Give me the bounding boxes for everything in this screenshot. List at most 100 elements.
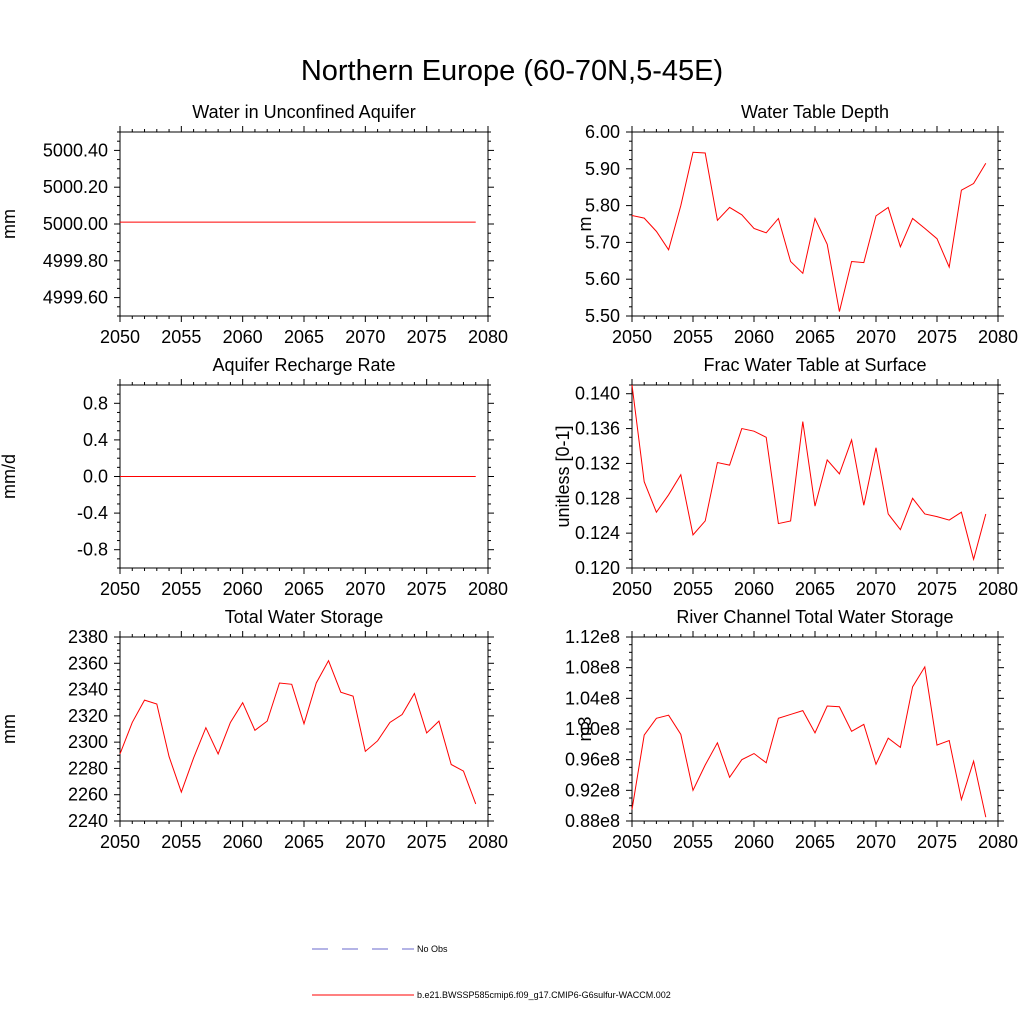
plot-frame bbox=[631, 384, 999, 569]
x-tick-label: 2055 bbox=[673, 579, 713, 599]
x-tick-label: 2065 bbox=[795, 832, 835, 852]
legend-model-label: b.e21.BWSSP585cmip6.f09_g17.CMIP6-G6sulf… bbox=[417, 990, 671, 1000]
x-tick-label: 2060 bbox=[223, 579, 263, 599]
x-tick-label: 2070 bbox=[345, 579, 385, 599]
x-tick-label: 2050 bbox=[612, 832, 652, 852]
y-tick-label: 0.92e8 bbox=[565, 780, 620, 800]
x-tick-label: 2060 bbox=[734, 327, 774, 347]
y-tick-label: 5.60 bbox=[585, 269, 620, 289]
panel-title: Water Table Depth bbox=[741, 102, 889, 122]
x-tick-label: 2050 bbox=[612, 327, 652, 347]
series-line bbox=[631, 384, 987, 562]
x-tick-label: 2070 bbox=[856, 579, 896, 599]
x-tick-label: 2065 bbox=[284, 832, 324, 852]
plot-frame bbox=[119, 131, 489, 317]
x-tick-label: 2050 bbox=[100, 832, 140, 852]
y-tick-label: 2300 bbox=[68, 732, 108, 752]
y-tick-label: 0.8 bbox=[83, 393, 108, 413]
x-tick-label: 2075 bbox=[407, 832, 447, 852]
y-tick-label: 2340 bbox=[68, 680, 108, 700]
x-tick-label: 2080 bbox=[978, 579, 1018, 599]
x-tick-label: 2075 bbox=[917, 327, 957, 347]
y-tick-label: 0.132 bbox=[575, 453, 620, 473]
y-tick-label: 2240 bbox=[68, 811, 108, 831]
legend: No Obs b.e21.BWSSP585cmip6.f09_g17.CMIP6-… bbox=[312, 944, 671, 1000]
y-tick-label: 5000.20 bbox=[43, 177, 108, 197]
plot-frame bbox=[119, 636, 489, 822]
y-axis-label: mm bbox=[0, 714, 19, 744]
y-tick-label: 0.96e8 bbox=[565, 750, 620, 770]
panel-title: Aquifer Recharge Rate bbox=[212, 355, 395, 375]
x-tick-label: 2075 bbox=[917, 579, 957, 599]
x-tick-label: 2080 bbox=[978, 832, 1018, 852]
y-tick-label: 0.124 bbox=[575, 523, 620, 543]
x-tick-label: 2050 bbox=[612, 579, 652, 599]
x-tick-label: 2060 bbox=[223, 327, 263, 347]
x-tick-label: 2075 bbox=[407, 327, 447, 347]
x-tick-label: 2065 bbox=[284, 327, 324, 347]
x-tick-label: 2050 bbox=[100, 327, 140, 347]
x-tick-label: 2070 bbox=[345, 832, 385, 852]
panel-title: Water in Unconfined Aquifer bbox=[192, 102, 415, 122]
y-tick-label: 0.4 bbox=[83, 430, 108, 450]
y-tick-label: 5000.00 bbox=[43, 214, 108, 234]
y-tick-label: 0.140 bbox=[575, 384, 620, 404]
y-tick-label: 6.00 bbox=[585, 122, 620, 142]
x-tick-label: 2080 bbox=[468, 327, 508, 347]
y-tick-label: 2360 bbox=[68, 653, 108, 673]
y-tick-label: 0.0 bbox=[83, 467, 108, 487]
x-tick-label: 2070 bbox=[856, 832, 896, 852]
y-tick-label: 5.80 bbox=[585, 196, 620, 216]
x-tick-label: 2055 bbox=[161, 579, 201, 599]
y-tick-label: -0.8 bbox=[77, 540, 108, 560]
panel-1: Water in Unconfined Aquifer mm 2050 2055 206… bbox=[0, 102, 508, 347]
y-tick-label: 0.120 bbox=[575, 558, 620, 578]
y-tick-label: 5.50 bbox=[585, 306, 620, 326]
y-tick-label: 0.128 bbox=[575, 488, 620, 508]
x-tick-label: 2060 bbox=[734, 579, 774, 599]
panel-title: Frac Water Table at Surface bbox=[703, 355, 926, 375]
y-tick-label: 1.08e8 bbox=[565, 658, 620, 678]
y-tick-label: 5.90 bbox=[585, 159, 620, 179]
y-tick-label: 2320 bbox=[68, 706, 108, 726]
y-axis-label: mm bbox=[0, 209, 19, 239]
y-tick-label: 4999.60 bbox=[43, 288, 108, 308]
x-tick-label: 2080 bbox=[468, 579, 508, 599]
y-tick-label: 2380 bbox=[68, 627, 108, 647]
x-tick-label: 2055 bbox=[161, 832, 201, 852]
y-tick-label: 0.136 bbox=[575, 419, 620, 439]
x-tick-label: 2080 bbox=[978, 327, 1018, 347]
y-tick-label: 5000.40 bbox=[43, 140, 108, 160]
y-axis-label: unitless [0-1] bbox=[553, 425, 573, 527]
y-tick-label: 0.88e8 bbox=[565, 811, 620, 831]
plot-frame bbox=[631, 636, 999, 822]
panel-4: Frac Water Table at Surface unitless [0-1… bbox=[553, 355, 1018, 599]
x-tick-label: 2060 bbox=[734, 832, 774, 852]
x-tick-label: 2080 bbox=[468, 832, 508, 852]
panel-title: Total Water Storage bbox=[225, 607, 383, 627]
y-axis-label: mm/d bbox=[0, 454, 19, 499]
figure-title: Northern Europe (60-70N,5-45E) bbox=[300, 55, 724, 87]
panel-2: Water Table Depth m 2050 2055 2060 2065 2070 20… bbox=[575, 102, 1018, 347]
x-tick-label: 2055 bbox=[673, 832, 713, 852]
x-tick-label: 2050 bbox=[100, 579, 140, 599]
y-tick-label: 4999.80 bbox=[43, 251, 108, 271]
y-tick-label: 2260 bbox=[68, 785, 108, 805]
series-line bbox=[119, 659, 477, 805]
x-tick-label: 2070 bbox=[856, 327, 896, 347]
y-tick-label: 1.04e8 bbox=[565, 688, 620, 708]
panel-5: Total Water Storage mm 2050 2055 2060 2065 207… bbox=[0, 607, 508, 852]
x-tick-label: 2055 bbox=[161, 327, 201, 347]
y-tick-label: 1.00e8 bbox=[565, 719, 620, 739]
x-tick-label: 2075 bbox=[917, 832, 957, 852]
panel-6: River Channel Total Water Storage m3 2050 2… bbox=[565, 607, 1018, 852]
y-axis-label: m3 bbox=[575, 716, 595, 741]
panel-3: Aquifer Recharge Rate mm/d 2050 2055 2060 206… bbox=[0, 355, 508, 599]
y-tick-label: 2280 bbox=[68, 758, 108, 778]
y-tick-label: 5.70 bbox=[585, 232, 620, 252]
series-line bbox=[631, 151, 987, 312]
panel-title: River Channel Total Water Storage bbox=[676, 607, 953, 627]
x-tick-label: 2070 bbox=[345, 327, 385, 347]
plot-frame bbox=[631, 131, 999, 317]
